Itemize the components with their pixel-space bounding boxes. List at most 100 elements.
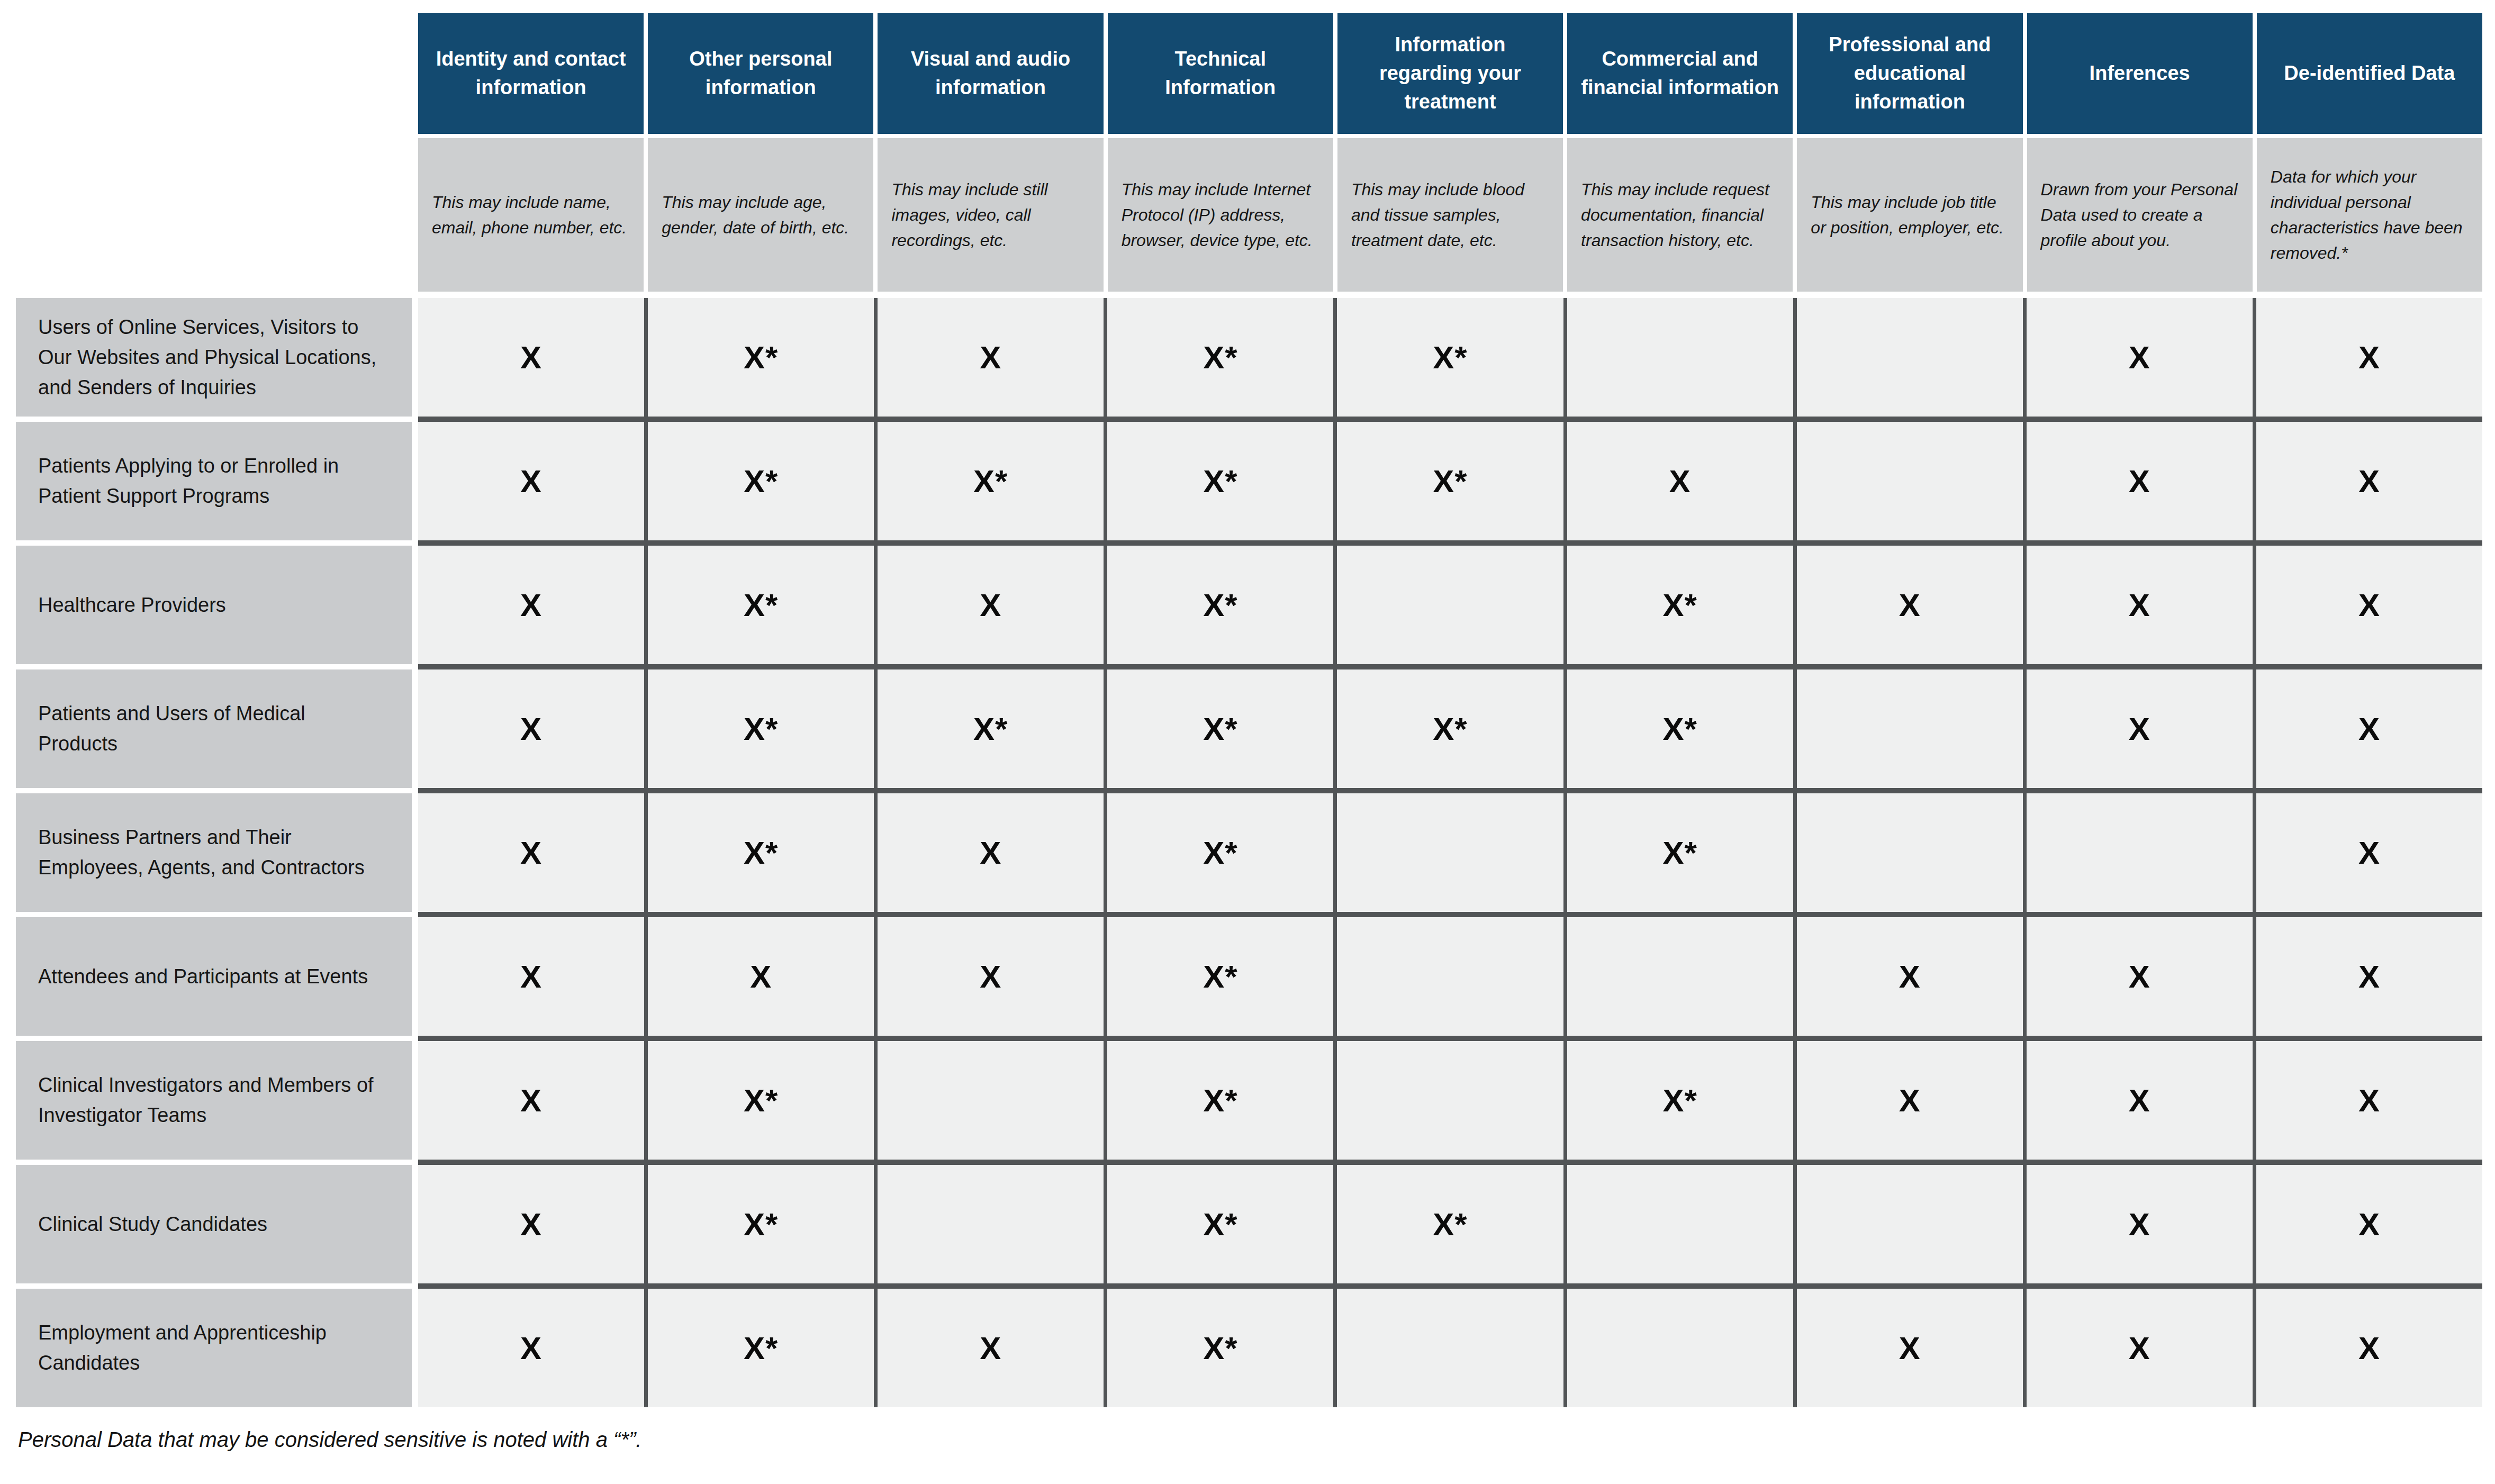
- data-cell: X: [418, 546, 644, 664]
- data-cell: X: [2027, 1165, 2253, 1283]
- data-cell: X*: [648, 298, 874, 417]
- data-cell: X: [2027, 669, 2253, 788]
- row-label: Healthcare Providers: [16, 546, 412, 664]
- data-cell: [1567, 917, 1793, 1036]
- data-cell: X: [2256, 1041, 2482, 1160]
- data-cell: X*: [1337, 669, 1563, 788]
- row-label: Users of Online Services, Visitors to Ou…: [16, 298, 412, 417]
- data-cell: X: [878, 546, 1104, 664]
- column-header: Information regarding your treatment: [1337, 13, 1563, 134]
- data-cell: X*: [648, 1165, 874, 1283]
- personal-data-categories-table-page: Identity and contact informationOther pe…: [0, 0, 2495, 1484]
- column-header-row: Identity and contact informationOther pe…: [418, 13, 2482, 134]
- data-cell: X*: [1107, 793, 1333, 912]
- column-description: This may include Internet Protocol (IP) …: [1108, 138, 1333, 292]
- column-header: Inferences: [2027, 13, 2253, 134]
- data-cell: [1337, 793, 1563, 912]
- data-cell: [2027, 793, 2253, 912]
- data-cell: X: [2027, 298, 2253, 417]
- data-cell: X: [2256, 422, 2482, 540]
- data-cell: X*: [648, 422, 874, 540]
- data-cell: X: [1567, 422, 1793, 540]
- data-cell: X*: [1107, 1289, 1333, 1407]
- data-cell: X: [2256, 917, 2482, 1036]
- data-cell: [1797, 422, 2023, 540]
- data-cell: X: [1797, 917, 2023, 1036]
- data-cell: X*: [1107, 546, 1333, 664]
- data-cell: X: [418, 917, 644, 1036]
- column-description: Drawn from your Personal Data used to cr…: [2027, 138, 2253, 292]
- data-cell: X: [1797, 546, 2023, 664]
- data-cell: X*: [1567, 1041, 1793, 1160]
- data-cell: X: [2027, 1041, 2253, 1160]
- data-cell: [1797, 793, 2023, 912]
- data-cell: [1337, 546, 1563, 664]
- data-cell: [1567, 298, 1793, 417]
- data-cell: X*: [648, 546, 874, 664]
- data-cell: X*: [648, 669, 874, 788]
- data-cell: X: [418, 793, 644, 912]
- row-label: Patients Applying to or Enrolled in Pati…: [16, 422, 412, 540]
- column-header: Identity and contact information: [418, 13, 644, 134]
- data-cell: X: [418, 669, 644, 788]
- row-label-column: Users of Online Services, Visitors to Ou…: [16, 298, 412, 1407]
- data-cell: [1337, 1041, 1563, 1160]
- data-cell: X: [1797, 1041, 2023, 1160]
- data-cell: X: [2256, 793, 2482, 912]
- column-description: This may include request documentation, …: [1567, 138, 1793, 292]
- column-description: This may include name, email, phone numb…: [418, 138, 644, 292]
- column-header: De-identified Data: [2257, 13, 2482, 134]
- data-cell: X*: [1567, 793, 1793, 912]
- sensitive-data-footnote: Personal Data that may be considered sen…: [18, 1428, 641, 1452]
- data-cell: [1797, 1165, 2023, 1283]
- data-grid: XX*XX*X*XXXX*X*X*X*XXXXX*XX*X*XXXXX*X*X*…: [418, 298, 2482, 1407]
- data-cell: X*: [1337, 422, 1563, 540]
- data-cell: X*: [878, 669, 1104, 788]
- data-cell: X*: [878, 422, 1104, 540]
- data-cell: X*: [1337, 298, 1563, 417]
- data-cell: X: [878, 793, 1104, 912]
- column-description: This may include job title or position, …: [1797, 138, 2022, 292]
- data-cell: X*: [1107, 669, 1333, 788]
- data-cell: X*: [1107, 1041, 1333, 1160]
- data-cell: X*: [648, 793, 874, 912]
- column-description: This may include still images, video, ca…: [878, 138, 1103, 292]
- data-cell: X: [648, 917, 874, 1036]
- data-cell: [1567, 1289, 1793, 1407]
- row-label: Patients and Users of Medical Products: [16, 669, 412, 788]
- data-cell: X: [878, 917, 1104, 1036]
- column-header: Technical Information: [1108, 13, 1333, 134]
- data-cell: X: [878, 298, 1104, 417]
- data-cell: X: [878, 1289, 1104, 1407]
- data-cell: X: [2027, 917, 2253, 1036]
- data-cell: X: [2256, 298, 2482, 417]
- data-cell: X: [418, 1289, 644, 1407]
- data-cell: X: [1797, 1289, 2023, 1407]
- data-cell: [1337, 1289, 1563, 1407]
- data-cell: X*: [1107, 298, 1333, 417]
- data-cell: [1567, 1165, 1793, 1283]
- column-header: Professional and educational information: [1797, 13, 2022, 134]
- data-cell: X: [418, 422, 644, 540]
- column-description-row: This may include name, email, phone numb…: [418, 138, 2482, 292]
- column-description: This may include blood and tissue sample…: [1337, 138, 1563, 292]
- data-cell: X: [418, 1041, 644, 1160]
- data-cell: X*: [1107, 1165, 1333, 1283]
- data-cell: X: [418, 1165, 644, 1283]
- row-label: Attendees and Participants at Events: [16, 917, 412, 1036]
- data-cell: [878, 1041, 1104, 1160]
- row-label: Clinical Investigators and Members of In…: [16, 1041, 412, 1160]
- data-cell: X*: [1107, 422, 1333, 540]
- data-cell: [1797, 298, 2023, 417]
- column-header: Other personal information: [648, 13, 873, 134]
- data-cell: [1337, 917, 1563, 1036]
- data-cell: X: [2027, 1289, 2253, 1407]
- data-cell: X*: [1567, 546, 1793, 664]
- data-cell: [1797, 669, 2023, 788]
- data-cell: X: [2027, 422, 2253, 540]
- data-cell: X: [2027, 546, 2253, 664]
- data-cell: X*: [648, 1041, 874, 1160]
- row-label: Clinical Study Candidates: [16, 1165, 412, 1283]
- data-cell: X: [2256, 546, 2482, 664]
- column-header: Visual and audio information: [878, 13, 1103, 134]
